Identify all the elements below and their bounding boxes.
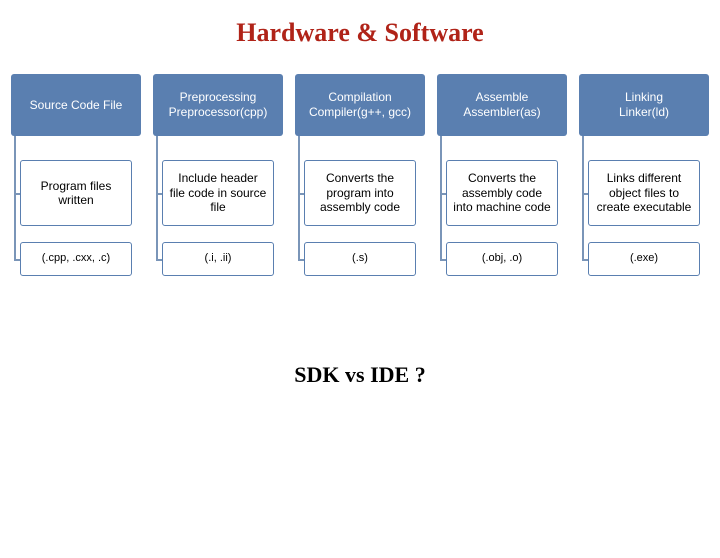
stage-header-source: Source Code File [11, 74, 141, 136]
stage-desc-assemble: Converts the assembly code into machine … [446, 160, 558, 226]
connector-to-ext [578, 226, 710, 242]
connector-h-ext [298, 259, 304, 261]
connector-h-ext [156, 259, 162, 261]
stage-ext-source: (.cpp, .cxx, .c) [20, 242, 132, 276]
stage-ext-preprocessing: (.i, .ii) [162, 242, 274, 276]
connector-h-ext [14, 259, 20, 261]
column-compilation: CompilationCompiler(g++, gcc) Converts th… [294, 74, 426, 276]
connector-h-desc [14, 193, 20, 195]
column-source: Source Code File Program files written (.c… [10, 74, 142, 276]
connector-h-desc [440, 193, 446, 195]
stage-desc-compilation: Converts the program into assembly code [304, 160, 416, 226]
connector-to-desc [294, 136, 426, 160]
stage-header-line2: Preprocessor(cpp) [169, 105, 268, 120]
stage-header-line2: Compiler(g++, gcc) [309, 105, 411, 120]
stage-header-line2: Linker(ld) [619, 105, 669, 120]
connector-vertical [582, 136, 584, 259]
stage-header-compilation: CompilationCompiler(g++, gcc) [295, 74, 425, 136]
stage-desc-source: Program files written [20, 160, 132, 226]
connector-to-desc [436, 136, 568, 160]
connector-to-desc [152, 136, 284, 160]
connector-h-desc [582, 193, 588, 195]
stage-ext-assemble: (.obj, .o) [446, 242, 558, 276]
connector-to-ext [294, 226, 426, 242]
connector-vertical [14, 136, 16, 259]
stage-header-line1: Preprocessing [180, 90, 257, 105]
stage-ext-linking: (.exe) [588, 242, 700, 276]
connector-to-ext [152, 226, 284, 242]
connector-to-ext [10, 226, 142, 242]
pipeline-columns: Source Code File Program files written (.c… [0, 74, 720, 276]
connector-h-ext [582, 259, 588, 261]
stage-header-line1: Linking [625, 90, 663, 105]
connector-to-ext [436, 226, 568, 242]
column-preprocessing: PreprocessingPreprocessor(cpp) Include he… [152, 74, 284, 276]
connector-vertical [156, 136, 158, 259]
stage-header-line2: Assembler(as) [463, 105, 540, 120]
stage-ext-compilation: (.s) [304, 242, 416, 276]
stage-header-line1: Source Code File [30, 98, 123, 113]
stage-desc-preprocessing: Include header file code in source file [162, 160, 274, 226]
stage-header-preprocessing: PreprocessingPreprocessor(cpp) [153, 74, 283, 136]
stage-header-line1: Assemble [476, 90, 529, 105]
stage-header-line1: Compilation [328, 90, 391, 105]
column-assemble: AssembleAssembler(as) Converts the assemb… [436, 74, 568, 276]
page-title: Hardware & Software [0, 18, 720, 48]
connector-vertical [440, 136, 442, 259]
connector-h-desc [298, 193, 304, 195]
subtitle-text: SDK vs IDE ? [0, 362, 720, 388]
stage-desc-linking: Links different object files to create e… [588, 160, 700, 226]
connector-to-desc [10, 136, 142, 160]
stage-header-assemble: AssembleAssembler(as) [437, 74, 567, 136]
connector-vertical [298, 136, 300, 259]
connector-h-ext [440, 259, 446, 261]
connector-to-desc [578, 136, 710, 160]
connector-h-desc [156, 193, 162, 195]
stage-header-linking: LinkingLinker(ld) [579, 74, 709, 136]
column-linking: LinkingLinker(ld) Links different object … [578, 74, 710, 276]
